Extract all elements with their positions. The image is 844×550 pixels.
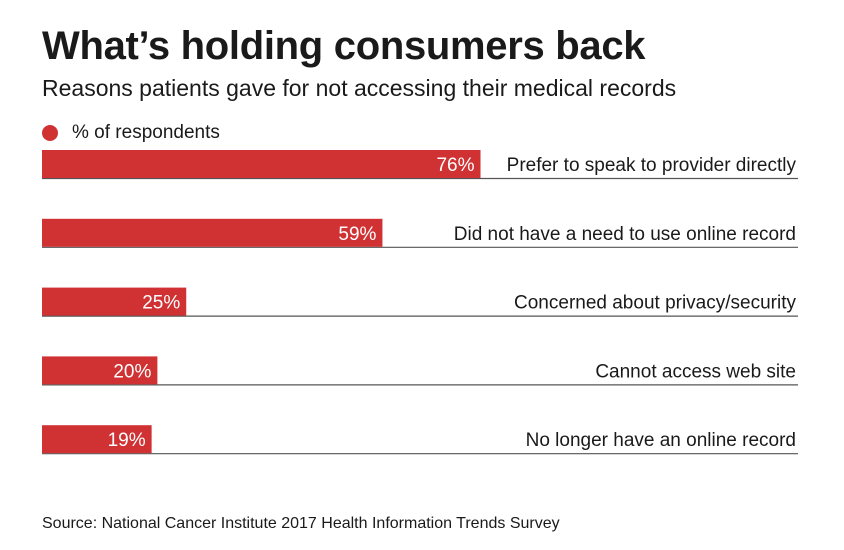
chart-title: What’s holding consumers back <box>42 24 646 68</box>
chart-subtitle: Reasons patients gave for not accessing … <box>42 75 677 101</box>
source-note: Source: National Cancer Institute 2017 H… <box>42 515 560 532</box>
legend: % of respondents <box>42 122 220 144</box>
category-label: Cannot access web site <box>595 361 796 382</box>
category-label: Did not have a need to use online record <box>454 224 796 245</box>
category-label: No longer have an online record <box>526 430 796 451</box>
bar <box>42 425 152 454</box>
category-label: Concerned about privacy/security <box>514 293 796 314</box>
legend-dot-icon <box>42 125 58 141</box>
bar-value-label: 20% <box>113 361 151 382</box>
bar <box>42 218 383 247</box>
bar <box>42 287 187 316</box>
bar-value-label: 19% <box>108 430 146 451</box>
bar <box>42 356 158 385</box>
category-label: Prefer to speak to provider directly <box>507 155 797 176</box>
legend-label: % of respondents <box>72 122 220 143</box>
bar <box>42 150 481 178</box>
bar-value-label: 59% <box>338 224 376 245</box>
bar-value-label: 25% <box>142 293 180 314</box>
bar-value-label: 76% <box>436 155 474 176</box>
